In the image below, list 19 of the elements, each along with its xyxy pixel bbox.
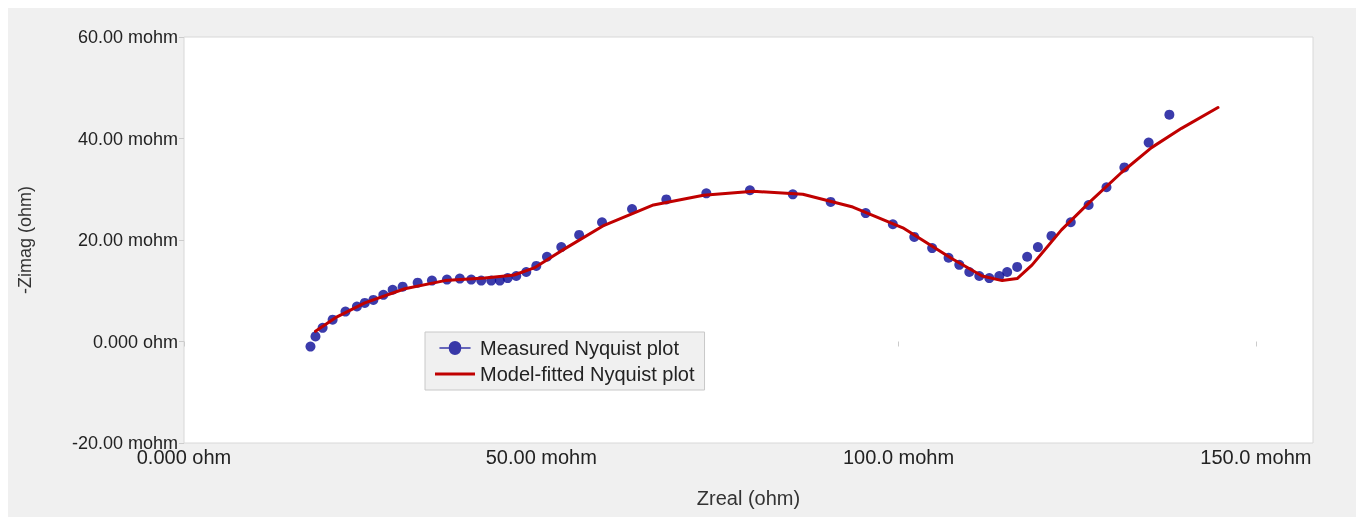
x-tick-label: 150.0 mohm xyxy=(1200,446,1312,468)
point xyxy=(305,341,316,352)
x-tick-label: 50.00 mohm xyxy=(485,446,597,468)
y-tick-label: 40.00 mohm xyxy=(77,128,178,149)
y-tick-label: 60.00 mohm xyxy=(77,27,178,47)
point xyxy=(1022,251,1033,262)
x-tick-label: 100.0 mohm xyxy=(842,446,955,468)
point xyxy=(310,331,321,342)
point xyxy=(1012,261,1023,272)
x-axis-title: Zreal (ohm) xyxy=(696,487,801,509)
point xyxy=(1032,242,1043,253)
point xyxy=(1164,109,1175,120)
y-axis-title: -Zimag (ohm) xyxy=(15,185,35,295)
y-tick-label: 20.00 mohm xyxy=(77,230,178,250)
point xyxy=(1002,266,1013,277)
point xyxy=(1143,137,1154,148)
legend-label: Model-fitted Nyquist plot xyxy=(480,363,695,385)
y-tick-label: 0.000 ohm xyxy=(92,331,178,352)
legend-label: Measured Nyquist plot xyxy=(480,337,680,359)
